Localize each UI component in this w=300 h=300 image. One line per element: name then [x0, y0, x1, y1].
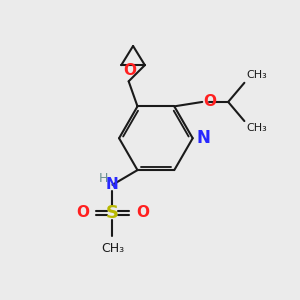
- Text: S: S: [106, 204, 119, 222]
- Text: CH₃: CH₃: [101, 242, 124, 255]
- Text: CH₃: CH₃: [247, 70, 268, 80]
- Text: N: N: [106, 177, 119, 192]
- Text: H: H: [98, 172, 108, 185]
- Text: O: O: [204, 94, 217, 110]
- Text: N: N: [196, 129, 210, 147]
- Text: O: O: [124, 63, 136, 78]
- Text: CH₃: CH₃: [247, 123, 268, 134]
- Text: O: O: [76, 205, 89, 220]
- Text: O: O: [136, 205, 149, 220]
